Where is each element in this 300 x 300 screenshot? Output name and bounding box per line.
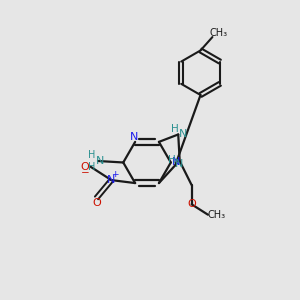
Text: N: N [178, 129, 187, 139]
Text: N: N [175, 159, 183, 170]
Text: H: H [88, 150, 95, 160]
Text: N: N [130, 131, 138, 142]
Text: O: O [81, 162, 90, 172]
Text: N: N [96, 156, 105, 166]
Text: N: N [172, 158, 180, 167]
Text: CH₃: CH₃ [209, 28, 227, 38]
Text: H: H [171, 124, 179, 134]
Text: +: + [111, 170, 118, 179]
Text: H: H [88, 162, 95, 172]
Text: −: − [81, 168, 90, 178]
Text: CH₃: CH₃ [207, 210, 225, 220]
Text: H: H [168, 155, 176, 165]
Text: O: O [92, 198, 101, 208]
Text: N: N [107, 175, 116, 185]
Text: O: O [187, 199, 196, 209]
